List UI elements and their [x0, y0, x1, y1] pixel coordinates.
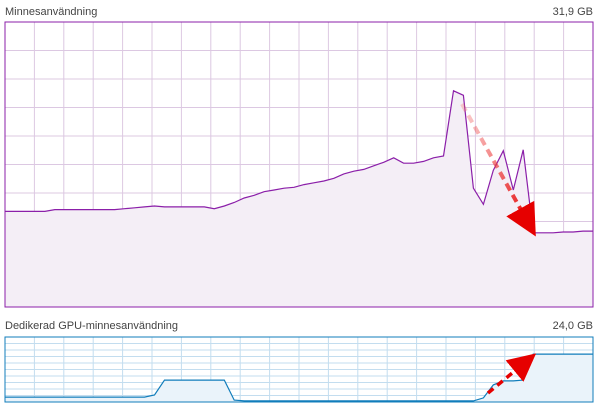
- annotation-arrow: [460, 103, 536, 237]
- plot-border: [4, 336, 594, 403]
- line: [5, 353, 593, 402]
- chart-title: Dedikerad GPU-minnesanvändning: [5, 320, 178, 332]
- area: [5, 90, 593, 307]
- annotation-arrow: [486, 353, 537, 395]
- chart-title: Minnesanvändning: [5, 6, 97, 18]
- y-max-label: 31,9 GB: [553, 6, 593, 18]
- charts: Minnesanvändning 31,9 GB Dedikerad GPU-min…: [4, 6, 594, 403]
- y-max-label: 24,0 GB: [553, 320, 593, 332]
- plot-border: [4, 21, 594, 308]
